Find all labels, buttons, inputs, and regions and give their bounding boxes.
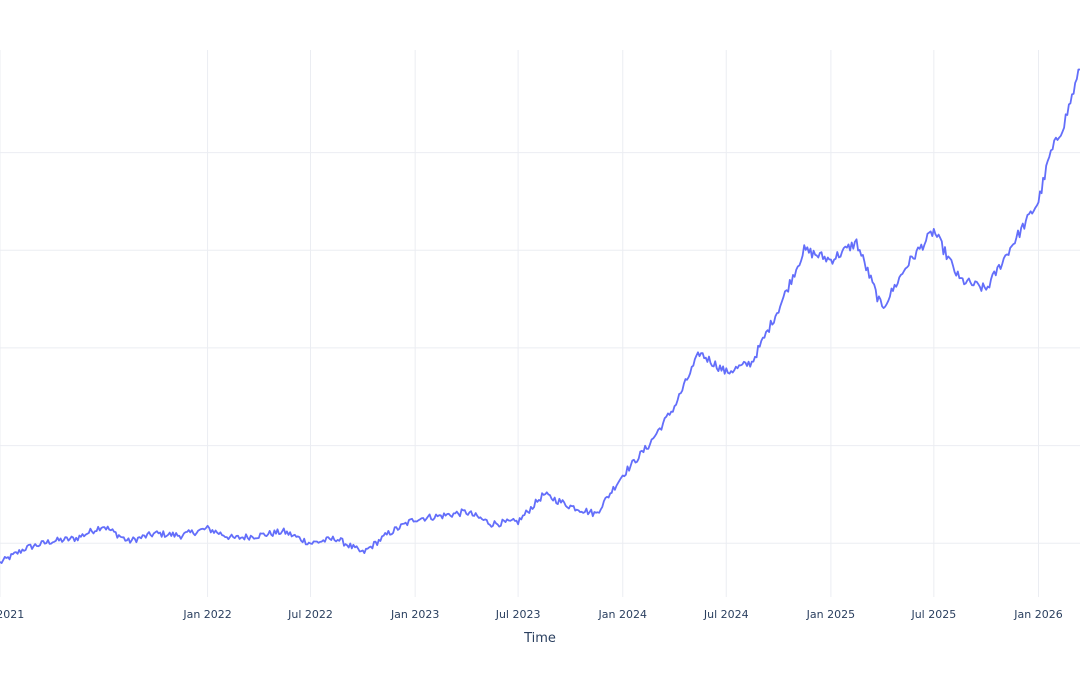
x-tick-label: Jan 2022 [182, 608, 231, 621]
x-tick-label: Jan 2023 [390, 608, 439, 621]
series-layer [0, 68, 1080, 564]
x-tick-label: Jul 2024 [703, 608, 749, 621]
x-tick-label: Jan 2025 [806, 608, 855, 621]
x-tick-label: Jul 2023 [495, 608, 541, 621]
x-axis-ticks: Jan 2021 Jan 2022 Jul 2022 Jan 2023 Jul 2023… [0, 608, 1063, 621]
x-tick-label: Jan 2021 [0, 608, 24, 621]
x-tick-label: Jan 2024 [598, 608, 647, 621]
series-line [0, 68, 1080, 564]
x-axis-title: Time [523, 631, 556, 646]
x-tick-label: Jul 2022 [287, 608, 333, 621]
x-tick-label: Jan 2026 [1013, 608, 1062, 621]
x-tick-label: Jul 2025 [910, 608, 956, 621]
gridlines [0, 50, 1080, 597]
